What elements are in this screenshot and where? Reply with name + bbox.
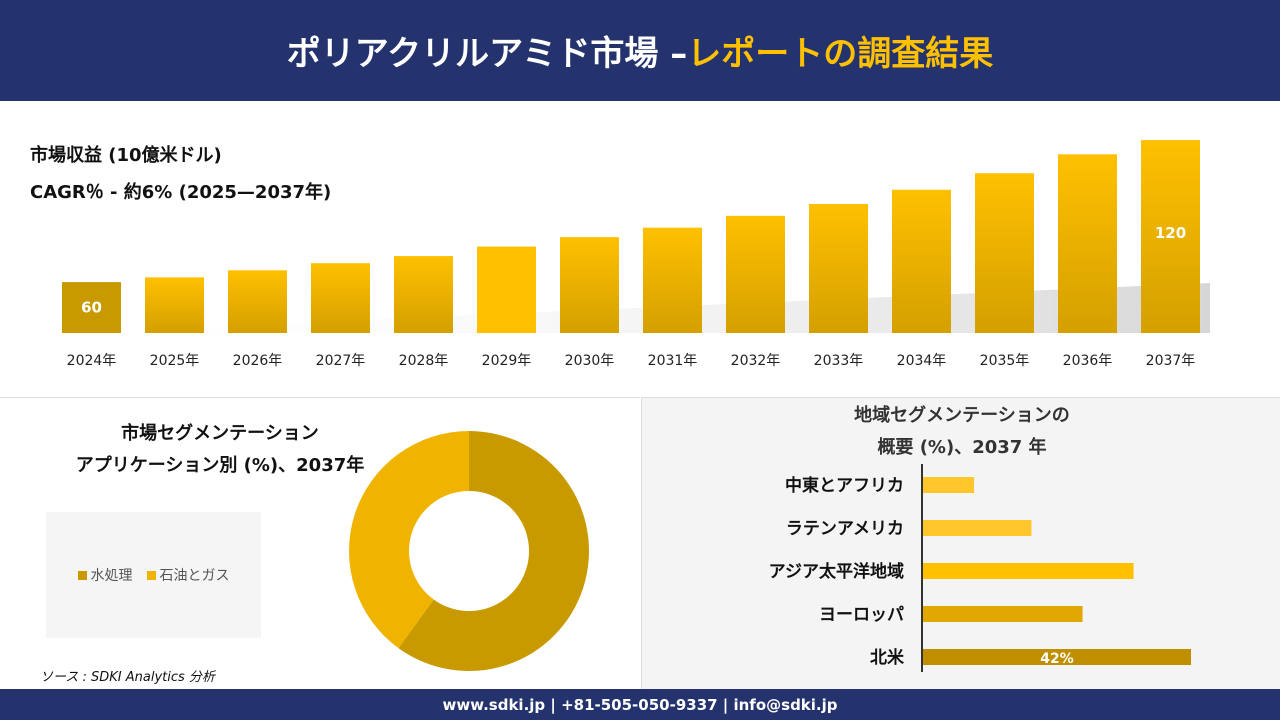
x-tick-label: 2025年	[150, 353, 200, 369]
data-label: 120	[1155, 224, 1186, 242]
source-note: ソース : SDKI Analytics 分析	[40, 670, 215, 685]
bar-2024年	[62, 282, 121, 333]
region-title-line1: 地域セグメンテーションの	[854, 405, 1070, 426]
bar-2037年	[1141, 140, 1200, 333]
region-label: アジア太平洋地域	[769, 561, 904, 582]
region-bar-北米	[923, 649, 1191, 665]
x-tick-label: 2030年	[565, 353, 615, 369]
donut-slice-水処理	[398, 431, 589, 671]
x-tick-label: 2028年	[399, 353, 449, 369]
donut-slice-石油とガス	[349, 431, 469, 649]
x-tick-label: 2033年	[814, 353, 864, 369]
bar-2028年	[394, 256, 453, 333]
bar-2033年	[809, 203, 868, 333]
region-segment-panel: 地域セグメンテーションの 概要 (%)、2037 年 中東とアフリカ ラテンアメリ…	[641, 397, 1280, 689]
bar-2032年	[726, 215, 785, 333]
bar-2026年	[228, 270, 287, 333]
application-segment-panel: 市場セグメンテーション アプリケーション別 (%)、2037年 水処理 石油とガ…	[0, 397, 640, 689]
pie-title-line2: アプリケーション別 (%)、2037年	[75, 455, 365, 476]
x-tick-label: 2026年	[233, 353, 283, 369]
x-tick-label: 2031年	[648, 353, 698, 369]
bar-2025年	[145, 277, 204, 333]
application-donut-chart	[349, 431, 589, 671]
x-tick-label: 2032年	[731, 353, 781, 369]
title-accent: レポートの調査結果	[687, 34, 994, 74]
data-label: 60	[81, 299, 102, 317]
x-tick-label: 2027年	[316, 353, 366, 369]
bar-2031年	[643, 227, 702, 333]
region-bar-ラテンアメリカ	[923, 520, 1032, 536]
header-banner: ポリアクリルアミド市場 – レポートの調査結果	[0, 0, 1280, 101]
region-label: 北米	[870, 647, 905, 668]
x-tick-label: 2035年	[980, 353, 1030, 369]
title-main: ポリアクリルアミド市場 –	[286, 34, 688, 74]
bar-2030年	[560, 237, 619, 333]
bar-2035年	[975, 173, 1034, 333]
pie-title-line1: 市場セグメンテーション	[121, 423, 319, 444]
revenue-label: 市場収益 (10億米ドル)	[30, 145, 222, 166]
x-tick-label: 2029年	[482, 353, 532, 369]
bar-2036年	[1058, 154, 1117, 333]
revenue-panel: 市場収益 (10億米ドル) CAGR％ - 約6% (2025—2037年) 2…	[0, 101, 1280, 397]
bar-2029年	[477, 246, 536, 333]
region-label: ラテンアメリカ	[786, 519, 904, 539]
x-tick-label: 2034年	[897, 353, 947, 369]
x-tick-label: 2036年	[1063, 353, 1113, 369]
region-label: ヨーロッパ	[819, 605, 904, 625]
data-label: 42%	[1040, 651, 1074, 667]
bar-2027年	[311, 263, 370, 333]
region-bar-ヨーロッパ	[923, 606, 1083, 622]
legend-item: 水処理	[77, 565, 133, 585]
bar-2034年	[892, 189, 951, 333]
region-title-line2: 概要 (%)、2037 年	[877, 437, 1047, 458]
x-tick-label: 2024年	[67, 353, 117, 369]
legend-item: 石油とガス	[146, 565, 230, 585]
cagr-label: CAGR％ - 約6% (2025—2037年)	[30, 182, 332, 203]
pie-legend: 水処理 石油とガス	[46, 512, 261, 638]
footer: www.sdki.jp | +81-505-050-9337 | info@sd…	[0, 689, 1280, 720]
region-bar-中東とアフリカ	[923, 477, 975, 493]
region-bar-アジア太平洋地域	[923, 563, 1134, 579]
x-tick-label: 2037年	[1146, 353, 1196, 369]
revenue-bar-chart: 2024年 60 2025年 2026年 2027年 2028年 2029年 2030年 203…	[60, 140, 1210, 369]
region-label: 中東とアフリカ	[785, 475, 904, 496]
